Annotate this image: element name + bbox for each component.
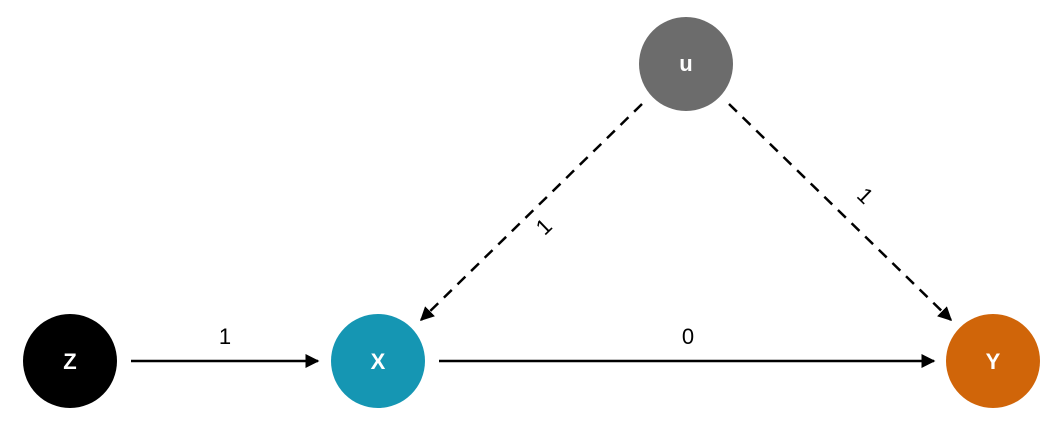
node-u: u [639,17,733,111]
edge-label-x-y: 0 [682,324,694,349]
node-z-circle [23,314,117,408]
node-z: Z [23,314,117,408]
node-y-circle [946,314,1040,408]
node-x-label: X [371,349,386,374]
edge-label-u-x: 1 [531,213,557,239]
node-y-label: Y [986,349,1001,374]
node-y: Y [946,314,1040,408]
node-x: X [331,314,425,408]
node-z-label: Z [63,349,76,374]
edge-u-y [728,103,953,321]
edge-u-x [419,103,643,321]
node-u-circle [639,17,733,111]
node-x-circle [331,314,425,408]
edge-label-u-y: 1 [852,182,878,208]
edge-label-z-x: 1 [219,324,231,349]
node-u-label: u [679,51,692,76]
